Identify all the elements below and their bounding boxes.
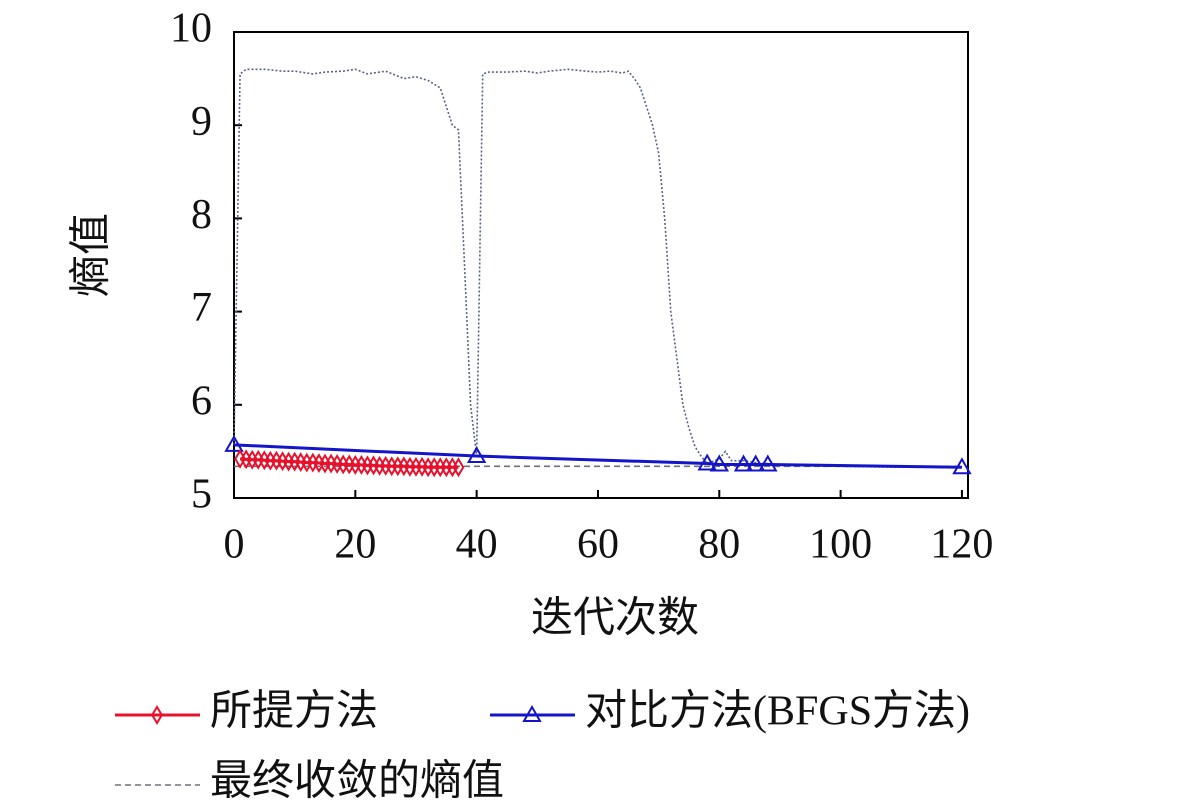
- point-marker: [745, 454, 766, 472]
- x-tick-label: 40: [456, 522, 498, 568]
- y-tick-label: 6: [191, 378, 212, 424]
- x-tick-label: 80: [698, 522, 740, 568]
- y-tick-label: 8: [191, 192, 212, 238]
- point-marker: [733, 454, 754, 472]
- x-tick-label: 60: [577, 522, 619, 568]
- point-marker: [224, 434, 244, 452]
- legend-marker: [151, 705, 163, 725]
- point-marker: [952, 457, 972, 475]
- point-marker: [452, 457, 465, 478]
- point-marker: [466, 446, 487, 464]
- series-line: [233, 443, 962, 469]
- legend-label: 所提方法: [210, 689, 378, 735]
- point-marker: [758, 454, 778, 472]
- y-tick-label: 5: [191, 472, 212, 518]
- y-tick-label: 10: [170, 6, 212, 52]
- legend-marker: [522, 704, 542, 722]
- y-axis-label: 熵值: [68, 213, 115, 297]
- legend-label: 最终收敛的熵值: [210, 758, 504, 805]
- plot-frame: [233, 31, 969, 499]
- point-marker: [709, 454, 730, 472]
- x-tick-label: 120: [930, 522, 993, 568]
- y-tick-label: 9: [191, 99, 212, 145]
- y-tick-label: 7: [191, 285, 212, 331]
- point-marker: [697, 453, 717, 471]
- x-tick-label: 100: [809, 522, 872, 568]
- series-line: [233, 68, 962, 469]
- legend-label: 对比方法(BFGS方法): [585, 689, 970, 735]
- x-tick-label: 0: [224, 522, 245, 568]
- series-line: [239, 457, 459, 469]
- x-axis-label: 迭代次数: [531, 596, 699, 642]
- x-tick-label: 20: [334, 522, 376, 568]
